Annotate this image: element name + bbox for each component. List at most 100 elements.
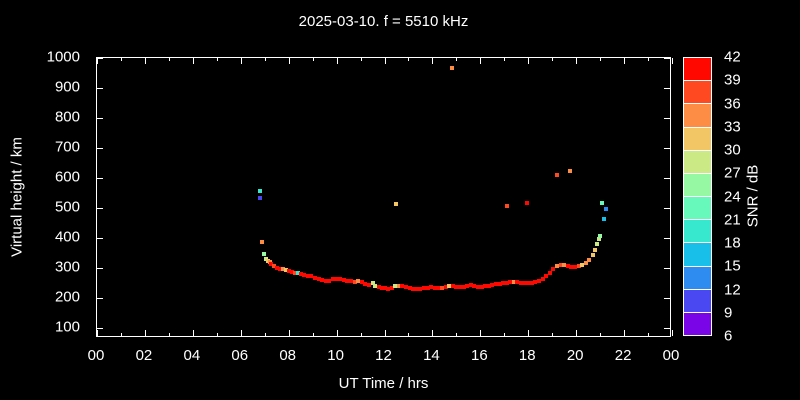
x-axis-label: UT Time / hrs [338, 375, 429, 392]
data-point [341, 277, 346, 282]
y-tick-major [97, 207, 103, 209]
colorbar-tick-label: 12 [724, 281, 741, 298]
data-point [580, 262, 585, 267]
y-tick-major [97, 117, 103, 119]
data-point [345, 278, 350, 283]
data-point [465, 283, 470, 288]
data-point [522, 281, 527, 286]
data-point [316, 276, 321, 281]
colorbar-segment [684, 127, 711, 150]
y-tick-major [97, 237, 103, 239]
x-tick-minor [552, 333, 554, 336]
y-tick-major [664, 327, 670, 329]
data-point [544, 274, 549, 278]
y-tick-major [97, 297, 103, 299]
data-point [601, 216, 606, 221]
data-point [468, 283, 473, 288]
x-tick-major [240, 330, 242, 336]
x-tick-major [192, 58, 194, 64]
y-axis-label: Virtual height / km [8, 137, 26, 257]
x-tick-label: 02 [135, 347, 153, 364]
data-point [599, 201, 604, 206]
x-tick-minor [168, 58, 170, 61]
data-point [569, 265, 574, 270]
data-point [525, 201, 530, 206]
y-tick-major [664, 87, 670, 89]
x-tick-minor [504, 333, 506, 336]
data-point [363, 281, 368, 286]
y-tick-label: 1000 [46, 48, 80, 66]
data-point [461, 284, 466, 289]
data-point [283, 268, 288, 273]
x-tick-label: 12 [375, 347, 392, 364]
data-point [370, 281, 375, 286]
x-tick-label: 00 [662, 347, 680, 364]
data-point [327, 278, 332, 283]
colorbar-tick-label: 36 [724, 95, 741, 112]
x-tick-major [336, 58, 338, 64]
data-point [508, 280, 513, 284]
data-point [348, 279, 353, 284]
x-tick-label: 04 [183, 347, 201, 364]
y-tick-major [97, 177, 103, 179]
x-tick-major [576, 58, 578, 64]
data-point [547, 271, 552, 276]
colorbar-segment [684, 104, 711, 127]
data-point [280, 267, 285, 272]
data-point [404, 285, 409, 290]
x-tick-minor [312, 58, 314, 61]
y-tick-label: 700 [54, 138, 80, 156]
y-tick-label: 300 [54, 258, 80, 276]
x-tick-label: 20 [566, 347, 584, 364]
colorbar-segment [684, 173, 711, 197]
data-point [366, 282, 371, 287]
data-point [483, 284, 488, 289]
y-tick-label: 900 [54, 78, 80, 96]
data-point [595, 241, 600, 246]
data-point [565, 263, 570, 268]
data-point [272, 264, 277, 269]
x-tick-major [672, 330, 673, 336]
colorbar-tick-label: 33 [724, 118, 741, 136]
data-point [519, 280, 524, 285]
data-point [376, 284, 381, 289]
colorbar-segment [684, 312, 711, 336]
x-tick-major [480, 330, 482, 336]
data-point [562, 262, 567, 267]
data-point [568, 168, 573, 173]
colorbar-tick-label: 9 [724, 304, 733, 322]
data-point [305, 273, 310, 278]
data-point [598, 233, 603, 238]
y-tick-label: 500 [54, 198, 80, 216]
data-point [558, 263, 563, 268]
x-tick-minor [600, 333, 602, 336]
x-tick-major [576, 330, 578, 336]
colorbar-segment [684, 150, 711, 173]
colorbar-tick-label: 27 [724, 164, 741, 182]
x-tick-minor [552, 58, 554, 61]
data-point [309, 274, 314, 279]
data-point [583, 260, 588, 265]
x-tick-label: 08 [279, 347, 296, 364]
colorbar-tick-label: 24 [724, 188, 741, 205]
data-point [537, 278, 542, 283]
x-tick-minor [264, 333, 266, 336]
y-tick-major [97, 58, 103, 59]
y-tick-major [97, 327, 103, 329]
data-point [515, 280, 520, 284]
x-tick-major [288, 330, 290, 336]
colorbar-tick-label: 30 [724, 141, 741, 159]
x-tick-minor [504, 58, 506, 61]
data-point [486, 283, 491, 288]
colorbar-segment [684, 266, 711, 289]
x-tick-major [624, 58, 626, 64]
data-point [263, 256, 268, 261]
x-tick-major [384, 330, 386, 336]
data-point [540, 277, 545, 281]
data-point [295, 271, 300, 276]
data-point [407, 286, 412, 291]
y-tick-label: 600 [54, 168, 80, 186]
y-tick-major [664, 117, 670, 119]
data-point [313, 275, 318, 280]
